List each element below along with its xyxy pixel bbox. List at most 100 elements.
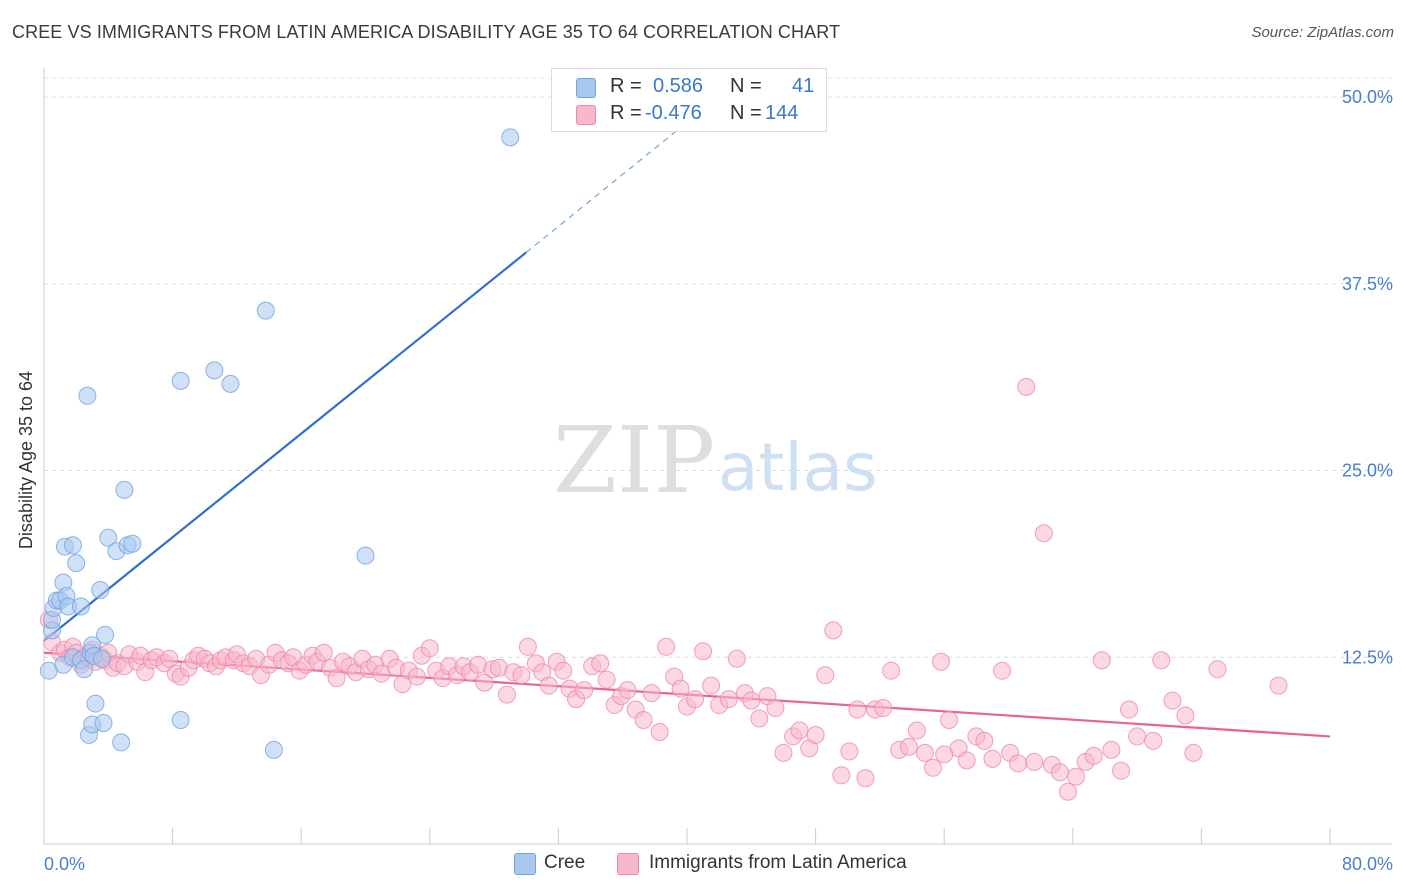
cree-point [264, 740, 283, 759]
latam-r-label: R = [610, 102, 642, 124]
latam-point [1050, 763, 1069, 782]
latam-point [727, 649, 746, 668]
latam-point [642, 684, 661, 703]
latam-point [874, 699, 893, 718]
bottom-cree-swatch [514, 853, 536, 875]
latam-point [671, 679, 690, 698]
latam-point [923, 758, 942, 777]
latam-point [657, 637, 676, 656]
latam-point [940, 710, 959, 729]
watermark-zip: ZIP [553, 407, 715, 514]
axes [43, 68, 1392, 845]
latam-point [806, 725, 825, 744]
latam-point [160, 649, 179, 668]
latam-point [1092, 651, 1111, 670]
latam-point [497, 685, 516, 704]
latam-point [694, 642, 713, 661]
cree-point [256, 301, 275, 320]
latam-point [1120, 700, 1139, 719]
cree-point [501, 128, 520, 147]
chart-title: CREE VS IMMIGRANTS FROM LATIN AMERICA DI… [12, 22, 841, 42]
cree-trend-extension [525, 121, 688, 253]
latam-point [1163, 691, 1182, 710]
latam-point [518, 637, 537, 656]
latam-point [1152, 651, 1171, 670]
source-label: Source: ZipAtlas.com [1251, 24, 1394, 41]
cree-point [71, 597, 90, 616]
latam-point [597, 670, 616, 689]
cree-swatch [576, 78, 596, 98]
cree-point [67, 554, 86, 573]
y-tick-label: 37.5% [1342, 274, 1393, 294]
cree-point [78, 386, 97, 405]
watermark: ZIP atlas [553, 407, 878, 514]
latam-point [816, 666, 835, 685]
latam-point [719, 690, 738, 709]
cree-point [112, 733, 131, 752]
latam-r-value: -0.476 [645, 102, 702, 124]
latam-point [539, 676, 558, 695]
latam-point [554, 661, 573, 680]
latam-point [1128, 727, 1147, 746]
latam-point [1176, 706, 1195, 725]
bottom-cree-label: Cree [544, 852, 586, 873]
x-tick-label: 80.0% [1342, 854, 1393, 874]
data-points [39, 128, 1288, 801]
cree-n-label: N = [730, 75, 762, 97]
cree-point [92, 649, 111, 668]
cree-r-label: R = [610, 75, 642, 97]
correlation-legend: R = 0.586 N = 41 R = -0.476 N = 144 [551, 68, 827, 132]
latam-point [686, 690, 705, 709]
gridlines [44, 77, 1392, 658]
latam-point [824, 621, 843, 640]
latam-point [1112, 761, 1131, 780]
latam-point [702, 676, 721, 695]
latam-point [512, 666, 531, 685]
latam-point [1102, 740, 1121, 759]
latam-point [1017, 377, 1036, 396]
latam-point [742, 691, 761, 710]
cree-n-value: 41 [792, 75, 815, 97]
latam-point [1034, 524, 1053, 543]
latam-point [650, 722, 669, 741]
cree-point [356, 546, 375, 565]
latam-point [975, 731, 994, 750]
cree-point [94, 713, 113, 732]
bottom-latam-swatch [617, 853, 639, 875]
y-tick-label: 50.0% [1342, 87, 1393, 107]
legend-row-latam: R = -0.476 N = 144 [552, 102, 826, 126]
legend-row-cree: R = 0.586 N = 41 [552, 75, 826, 99]
latam-point [618, 681, 637, 700]
latam-point [1208, 660, 1227, 679]
y-axis-label: Disability Age 35 to 64 [16, 370, 36, 550]
latam-point [634, 710, 653, 729]
latam-point [1184, 743, 1203, 762]
cree-point [123, 534, 142, 553]
cree-point [115, 480, 134, 499]
y-tick-label: 25.0% [1342, 461, 1393, 481]
latam-swatch [576, 105, 596, 125]
cree-point [221, 374, 240, 393]
cree-point [91, 581, 110, 600]
latam-point [790, 721, 809, 740]
latam-point [314, 643, 333, 662]
watermark-atlas: atlas [718, 429, 878, 506]
latam-point [1269, 676, 1288, 695]
cree-point [171, 710, 190, 729]
latam-point [983, 749, 1002, 768]
x-tick-label: 0.0% [44, 854, 85, 874]
latam-point [832, 766, 851, 785]
latam-point [899, 737, 918, 756]
y-tick-label: 12.5% [1342, 647, 1393, 667]
latam-point [840, 742, 859, 761]
tick-labels: 12.5% 25.0% 37.5% 50.0% 0.0% 80.0% [44, 87, 1393, 874]
latam-point [1025, 752, 1044, 771]
latam-point [575, 681, 594, 700]
cree-point [205, 361, 224, 380]
latam-point [1084, 746, 1103, 765]
latam-point [327, 669, 346, 688]
latam-point [591, 654, 610, 673]
latam-point [750, 709, 769, 728]
cree-point [86, 694, 105, 713]
